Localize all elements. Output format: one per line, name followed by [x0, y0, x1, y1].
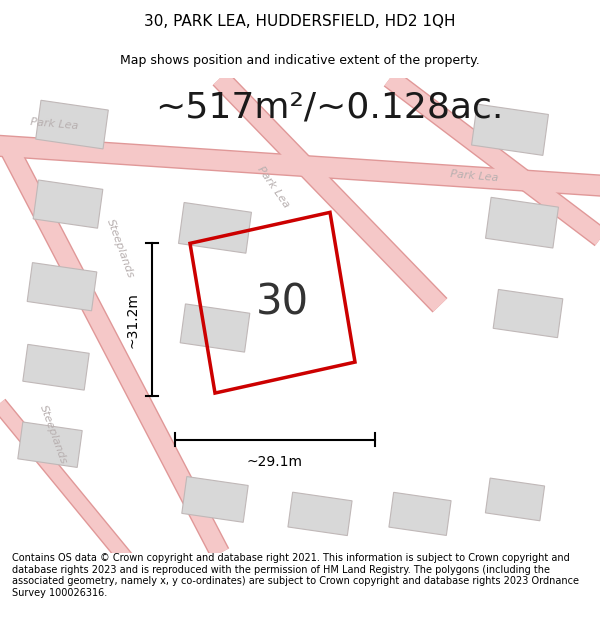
Text: Park Lea: Park Lea [450, 169, 499, 183]
Text: Park Lea: Park Lea [30, 118, 79, 132]
Polygon shape [485, 198, 559, 248]
Polygon shape [27, 262, 97, 311]
Text: Steeplands: Steeplands [105, 217, 136, 279]
Polygon shape [180, 304, 250, 352]
Text: 30, PARK LEA, HUDDERSFIELD, HD2 1QH: 30, PARK LEA, HUDDERSFIELD, HD2 1QH [144, 14, 456, 29]
Polygon shape [33, 180, 103, 228]
Text: ~29.1m: ~29.1m [247, 455, 303, 469]
Polygon shape [389, 492, 451, 536]
Polygon shape [493, 289, 563, 338]
Text: Steeplands: Steeplands [38, 403, 68, 466]
Polygon shape [485, 478, 545, 521]
Text: ~517m²/~0.128ac.: ~517m²/~0.128ac. [155, 91, 503, 124]
Polygon shape [179, 202, 251, 253]
Polygon shape [182, 477, 248, 522]
Polygon shape [472, 104, 548, 156]
Text: ~31.2m: ~31.2m [125, 292, 139, 348]
Polygon shape [23, 344, 89, 390]
Text: 30: 30 [256, 282, 309, 324]
Polygon shape [35, 100, 109, 149]
Text: Contains OS data © Crown copyright and database right 2021. This information is : Contains OS data © Crown copyright and d… [12, 553, 579, 598]
Text: Park Lea: Park Lea [255, 164, 291, 209]
Text: Map shows position and indicative extent of the property.: Map shows position and indicative extent… [120, 54, 480, 68]
Polygon shape [18, 422, 82, 468]
Polygon shape [288, 492, 352, 536]
